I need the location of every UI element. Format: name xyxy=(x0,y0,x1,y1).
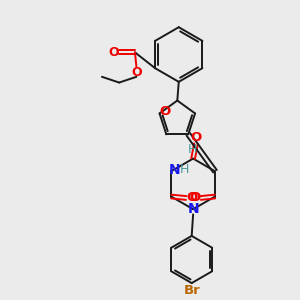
Text: O: O xyxy=(190,131,202,144)
Text: O: O xyxy=(186,191,197,205)
Text: N: N xyxy=(187,202,199,216)
Text: N: N xyxy=(169,163,181,177)
Text: O: O xyxy=(160,106,171,118)
Text: O: O xyxy=(189,191,200,205)
Text: H: H xyxy=(188,143,197,156)
Text: O: O xyxy=(131,66,142,79)
Text: Br: Br xyxy=(183,284,200,297)
Text: O: O xyxy=(109,46,119,59)
Text: H: H xyxy=(179,163,189,176)
